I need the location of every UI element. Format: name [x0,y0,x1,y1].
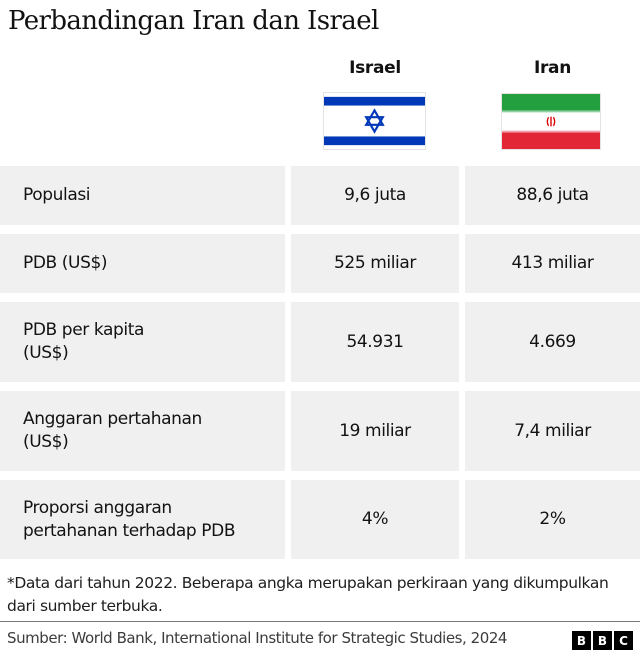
column-header-israel: Israel [349,58,401,78]
iran-value: 413 miliar [465,234,640,293]
row-label: PDB (US$) [0,234,285,293]
israel-value: 525 miliar [291,234,459,293]
iran-flag-icon [501,93,601,150]
row-label: Populasi [0,166,285,225]
bbc-logo: B B C [572,631,633,650]
row-label-line: (US$) [23,343,69,363]
table-row-populasi: Populasi 9,6 juta 88,6 juta [0,166,640,225]
bbc-logo-letter: C [614,631,633,650]
page-title: Perbandingan Iran dan Israel [8,6,379,36]
table-row-pdb-per-kapita: PDB per kapita (US$) 54.931 4.669 [0,302,640,382]
iran-value: 2% [465,480,640,559]
bbc-logo-letter: B [572,631,591,650]
row-label-line: Proporsi anggaran [23,497,172,518]
israel-value: 9,6 juta [291,166,459,225]
iran-value: 88,6 juta [465,166,640,225]
israel-value: 19 miliar [291,391,459,471]
source-text: Sumber: World Bank, International Instit… [7,629,508,647]
row-label: Anggaran pertahanan (US$) [0,391,285,471]
row-label-line: (US$) [23,432,69,452]
iran-value: 7,4 miliar [465,391,640,471]
divider [0,621,640,622]
footnote: *Data dari tahun 2022. Beberapa angka me… [7,574,609,615]
israel-flag-icon [323,92,426,150]
row-label: Proporsi anggaran pertahanan terhadap PDB [0,480,285,559]
table-row-anggaran-pertahanan: Anggaran pertahanan (US$) 19 miliar 7,4 m… [0,391,640,471]
row-label-line: pertahanan terhadap PDB [23,520,236,541]
column-header-iran: Iran [533,58,572,78]
table-row-proporsi-anggaran: Proporsi anggaran pertahanan terhadap PDB… [0,480,640,559]
row-label-line: Anggaran pertahanan [23,409,202,429]
israel-value: 54.931 [291,302,459,382]
row-label: PDB per kapita (US$) [0,302,285,382]
iran-value: 4.669 [465,302,640,382]
row-label-line: PDB per kapita [23,320,145,340]
table-row-pdb: PDB (US$) 525 miliar 413 miliar [0,234,640,293]
israel-value: 4% [291,480,459,559]
bbc-logo-letter: B [593,631,612,650]
